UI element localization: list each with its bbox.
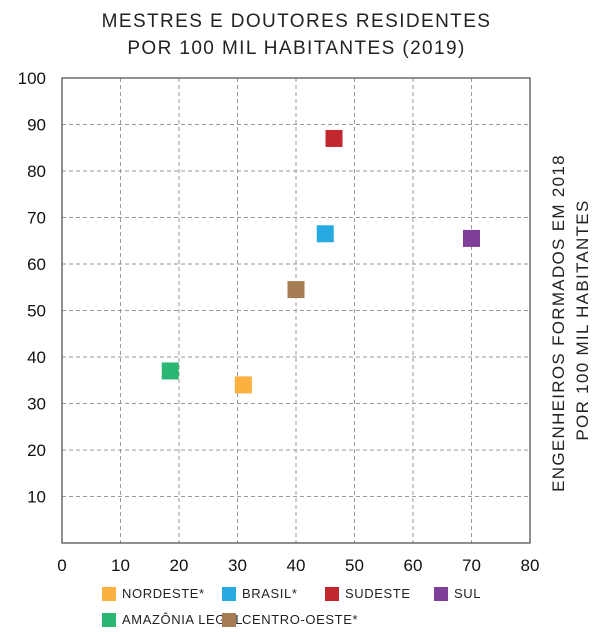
- y-tick-label: 40: [27, 348, 46, 367]
- data-point: [325, 129, 343, 147]
- legend-swatch: [325, 586, 339, 601]
- y-tick-label: 50: [27, 302, 46, 321]
- legend-swatch: [102, 586, 116, 601]
- x-tick-label: 50: [345, 556, 364, 575]
- y-tick-label: 80: [27, 162, 46, 181]
- data-points: [161, 129, 480, 394]
- data-point: [161, 362, 179, 380]
- legend-item: SUDESTE: [325, 586, 411, 601]
- y-axis-label-line-1: ENGENHEIROS FORMADOS EM 2018: [549, 154, 568, 492]
- x-tick-label: 20: [170, 556, 189, 575]
- y-tick-label: 100: [18, 69, 46, 88]
- x-tick-label: 0: [57, 556, 66, 575]
- y-axis-label: ENGENHEIROS FORMADOS EM 2018 POR 100 MIL…: [549, 148, 592, 492]
- x-tick-label: 80: [521, 556, 540, 575]
- plot-frame: [61, 77, 531, 544]
- chart-title: MESTRES E DOUTORES RESIDENTES POR 100 MI…: [0, 8, 593, 62]
- data-point: [234, 376, 252, 394]
- chart-title-line-1: MESTRES E DOUTORES RESIDENTES: [101, 11, 492, 32]
- data-point: [287, 281, 305, 299]
- x-tick-label: 70: [462, 556, 481, 575]
- x-tick-label: 60: [404, 556, 423, 575]
- legend-item: CENTRO-OESTE*: [222, 612, 358, 627]
- x-tick-label: 10: [111, 556, 130, 575]
- legend-label: SUL: [454, 586, 482, 601]
- legend-label: CENTRO-OESTE*: [242, 612, 359, 627]
- legend-item: AMAZÔNIA LEGAL: [102, 612, 243, 627]
- data-point: [463, 229, 480, 247]
- data-point: [316, 225, 334, 243]
- x-tick-label: 40: [287, 556, 306, 575]
- chart-title-line-2: POR 100 MIL HABITANTES (2019): [127, 38, 466, 59]
- legend-item: NORDESTE*: [102, 586, 205, 601]
- legend-label: SUDESTE: [345, 586, 411, 601]
- legend-label: AMAZÔNIA LEGAL: [122, 612, 244, 627]
- y-axis: 10 20 30 40 50 60 70 80 90 100: [18, 69, 46, 507]
- y-tick-label: 20: [27, 441, 46, 460]
- y-tick-label: 10: [27, 488, 46, 507]
- legend-swatch: [222, 586, 236, 601]
- legend-swatch: [222, 612, 236, 627]
- y-tick-label: 90: [27, 116, 46, 135]
- y-tick-label: 70: [27, 209, 46, 228]
- y-tick-label: 30: [27, 395, 46, 414]
- legend-label: NORDESTE*: [122, 586, 205, 601]
- grid: [62, 78, 530, 543]
- legend-item: BRASIL*: [222, 586, 298, 601]
- x-axis: 0 10 20 30 40 50 60 70 80: [57, 556, 539, 575]
- legend-swatch: [102, 612, 116, 627]
- legend-swatch: [434, 586, 448, 601]
- legend-item: SUL: [434, 586, 481, 601]
- legend-label: BRASIL*: [242, 586, 298, 601]
- y-axis-label-line-2: POR 100 MIL HABITANTES: [573, 199, 592, 440]
- x-tick-label: 30: [228, 556, 247, 575]
- y-tick-label: 60: [27, 255, 46, 274]
